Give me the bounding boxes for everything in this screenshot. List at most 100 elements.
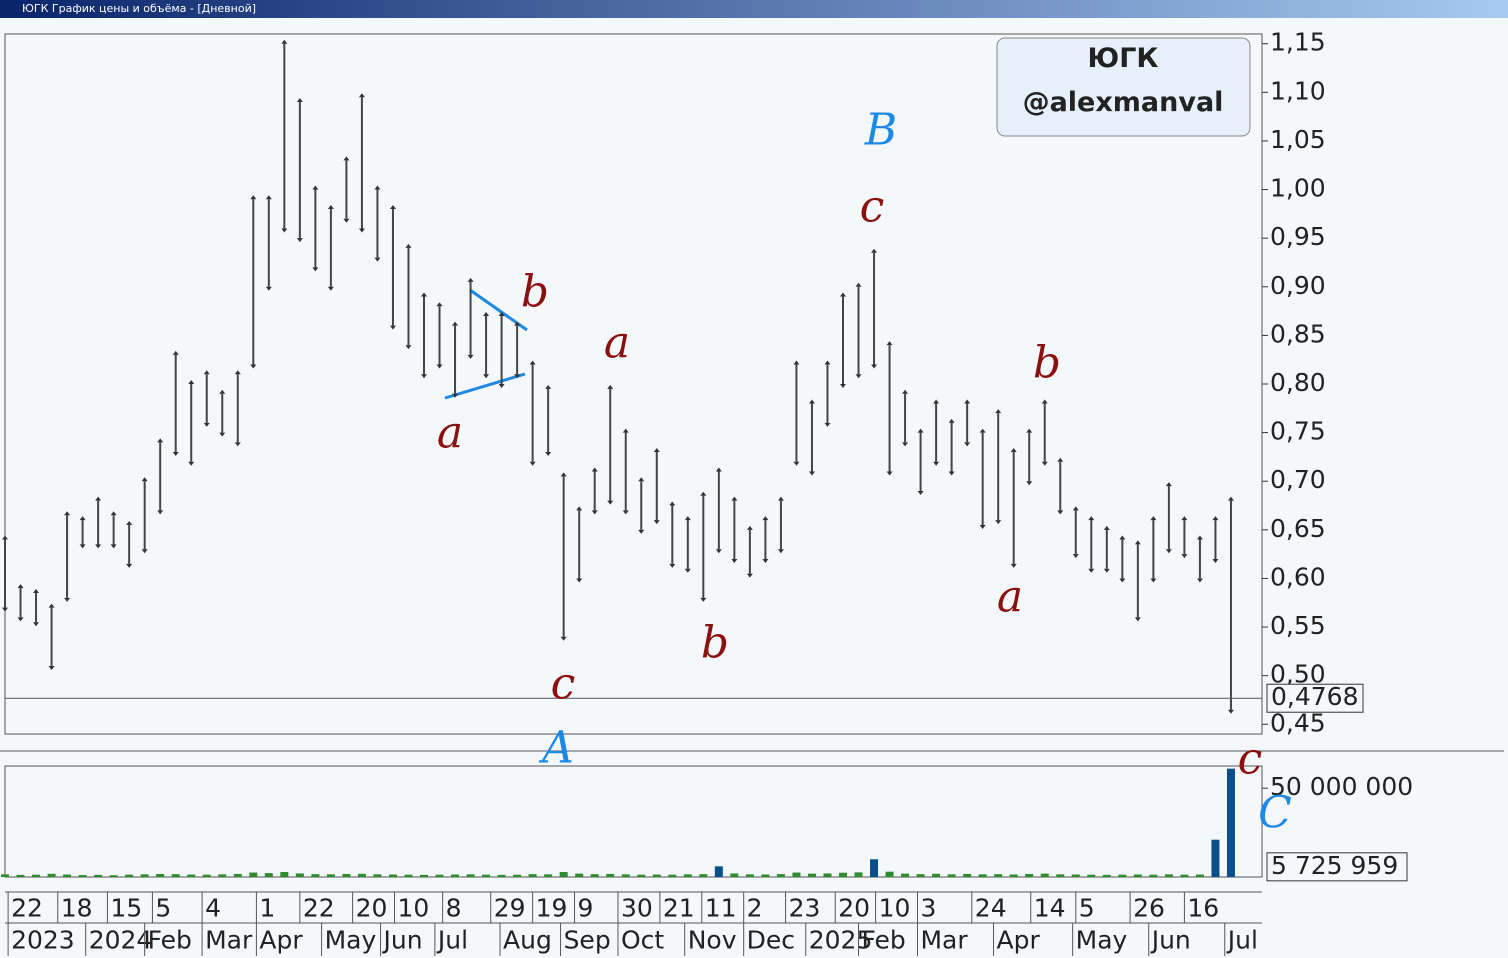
high-marker (607, 384, 614, 389)
annotation: c (860, 182, 885, 233)
high-marker (1196, 535, 1203, 540)
volume-bar (109, 875, 118, 877)
low-marker (622, 510, 629, 515)
volume-bar (94, 874, 103, 877)
volume-bar (187, 874, 196, 877)
x-tick-label: Mar (920, 926, 968, 955)
volume-bar (1, 874, 9, 877)
high-marker (1010, 448, 1017, 453)
volume-bar (761, 874, 770, 877)
low-marker (452, 393, 459, 398)
x-tick-label: Aug (503, 926, 552, 955)
low-marker (1119, 578, 1126, 583)
high-marker (1026, 428, 1033, 433)
high-marker (855, 282, 862, 287)
volume-bar (714, 866, 723, 877)
low-marker (1134, 617, 1141, 622)
low-marker (1103, 568, 1110, 573)
low-marker (374, 257, 381, 262)
low-marker (33, 622, 40, 627)
x-tick-label: 20 (356, 894, 388, 923)
volume-bar (699, 874, 708, 877)
high-marker (824, 360, 831, 365)
low-marker (607, 500, 614, 505)
annotation: c (860, 182, 885, 233)
x-tick-label: Feb (148, 926, 192, 955)
high-marker (1134, 540, 1141, 545)
high-marker (327, 205, 334, 209)
low-marker (824, 422, 831, 427)
low-marker (793, 461, 800, 466)
x-tick-label: 26 (1133, 894, 1165, 923)
high-marker (498, 311, 505, 316)
volume-panel (4, 765, 1263, 878)
volume-bar (590, 874, 599, 877)
volume-bar (1211, 839, 1220, 877)
high-marker (219, 389, 226, 394)
volume-bar (1071, 874, 1080, 877)
high-marker (731, 496, 738, 501)
volume-bar (870, 859, 879, 877)
high-marker (1072, 506, 1079, 511)
low-marker (296, 238, 303, 243)
x-tick-label: Apr (997, 926, 1041, 955)
volume-bar (404, 874, 413, 877)
low-marker (777, 549, 784, 554)
low-marker (312, 267, 319, 272)
volume-bar (668, 874, 677, 877)
low-marker (219, 432, 226, 437)
x-tick-label: 5 (1079, 894, 1095, 923)
volume-tick-label: 50 000 000 (1270, 772, 1413, 801)
x-tick-label: 2025 (809, 926, 873, 955)
volume-bar (854, 872, 863, 877)
annotation: C (1258, 788, 1292, 839)
high-marker (188, 380, 195, 384)
high-marker (886, 341, 893, 346)
low-marker (871, 364, 878, 369)
high-marker (777, 496, 784, 501)
low-marker (529, 461, 536, 466)
low-marker (1227, 709, 1234, 714)
volume-bar (544, 874, 553, 877)
low-marker (467, 354, 474, 359)
high-marker (1103, 525, 1110, 530)
x-tick-label: 22 (303, 894, 335, 923)
y-tick-label: 1,15 (1270, 28, 1326, 57)
volume-bar (1133, 874, 1142, 877)
annotation: B (864, 105, 897, 156)
volume-bar (357, 873, 366, 877)
high-marker (1119, 535, 1126, 540)
high-marker (964, 399, 971, 404)
x-tick-label: 3 (920, 894, 936, 923)
low-marker (638, 529, 645, 534)
high-marker (948, 418, 955, 423)
volume-bar (1040, 873, 1049, 877)
volume-bar (1149, 874, 1158, 877)
high-marker (1165, 482, 1172, 487)
volume-bar (32, 874, 41, 877)
volume-bar (218, 874, 227, 877)
high-marker (343, 156, 350, 161)
low-marker (95, 544, 102, 549)
x-tick-label: Jun (1150, 926, 1191, 955)
low-marker (110, 544, 117, 549)
volume-bar (745, 874, 754, 877)
volume-bar (451, 874, 460, 877)
high-marker (296, 98, 303, 103)
low-marker (1150, 578, 1157, 583)
high-marker (529, 360, 536, 365)
low-marker (700, 597, 707, 602)
x-tick-label: Sep (564, 926, 611, 955)
volume-bar (342, 873, 351, 877)
x-tick-label: 2023 (11, 926, 75, 955)
x-tick-label: 24 (975, 894, 1007, 923)
low-marker (141, 549, 148, 554)
volume-bar (823, 873, 832, 877)
last-price-label: 0,4768 (1271, 682, 1358, 711)
y-tick-label: 1,00 (1270, 174, 1326, 203)
annotation: A (538, 723, 574, 774)
high-marker (1057, 457, 1064, 462)
volume-bar (435, 874, 444, 877)
x-tick-label: 18 (61, 894, 93, 923)
low-marker (1041, 461, 1048, 466)
